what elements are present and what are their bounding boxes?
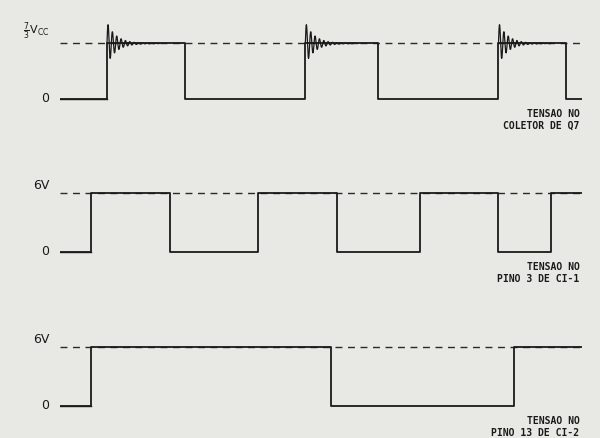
Text: 0: 0 bbox=[41, 92, 50, 105]
Text: 0: 0 bbox=[41, 399, 50, 412]
Text: 6V: 6V bbox=[33, 179, 50, 192]
Text: TENSAO NO
PINO 3 DE CI-1: TENSAO NO PINO 3 DE CI-1 bbox=[497, 262, 580, 284]
Text: $\mathregular{\frac{7}{3}}$V$_{\mathregular{CC}}$: $\mathregular{\frac{7}{3}}$V$_{\mathregu… bbox=[23, 21, 50, 42]
Text: TENSAO NO
PINO 13 DE CI-2: TENSAO NO PINO 13 DE CI-2 bbox=[491, 417, 580, 438]
Text: 6V: 6V bbox=[33, 333, 50, 346]
Text: 0: 0 bbox=[41, 245, 50, 258]
Text: TENSAO NO
COLETOR DE Q7: TENSAO NO COLETOR DE Q7 bbox=[503, 109, 580, 130]
